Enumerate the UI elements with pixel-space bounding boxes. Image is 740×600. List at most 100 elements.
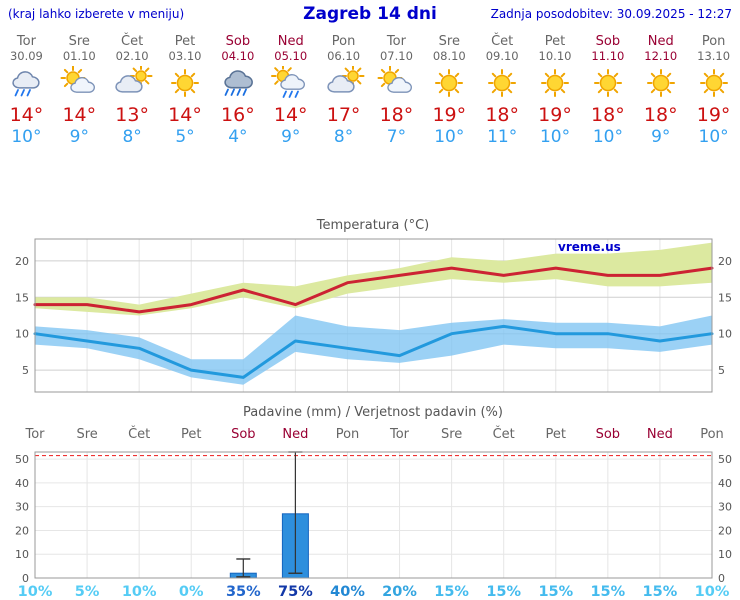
max-temperature: 18°	[591, 104, 625, 126]
day-column-9[interactable]: Sre 08.10 19° 10°	[423, 28, 476, 168]
svg-text:Tor: Tor	[389, 427, 410, 442]
min-temperature: 10°	[592, 127, 623, 147]
svg-text:Čet: Čet	[128, 426, 150, 442]
day-date: 01.10	[62, 49, 96, 63]
svg-text:5: 5	[718, 364, 725, 377]
day-column-7[interactable]: Pon 06.10 17° 8°	[317, 28, 370, 168]
menu-hint: (kraj lahko izberete v meniju)	[8, 7, 185, 21]
day-date: 06.10	[327, 49, 361, 63]
max-temperature: 14°	[62, 104, 97, 126]
day-name: Sob	[225, 34, 251, 49]
svg-text:15%: 15%	[643, 584, 678, 600]
max-temperature: 14°	[168, 104, 202, 126]
temperature-plot-area: 5 5 10 10 15 15 20 20	[15, 238, 732, 393]
sun-icon	[529, 66, 582, 102]
svg-text:15%: 15%	[538, 584, 573, 600]
svg-text:40%: 40%	[330, 584, 365, 600]
svg-text:Sob: Sob	[596, 427, 620, 442]
svg-text:10%: 10%	[695, 584, 730, 600]
day-column-12[interactable]: Sob 11.10 18° 10°	[581, 28, 634, 168]
rain-cloud-icon	[0, 66, 53, 102]
day-name: Pon	[701, 34, 726, 49]
day-date: 07.10	[379, 49, 413, 63]
day-column-14[interactable]: Pon 13.10 19° 10°	[687, 28, 740, 168]
svg-text:10: 10	[718, 328, 732, 341]
svg-text:20: 20	[718, 255, 732, 268]
max-temperature: 19°	[696, 104, 731, 126]
max-temperature: 19°	[432, 104, 467, 126]
svg-text:Pon: Pon	[700, 427, 724, 442]
min-temperature: 10°	[698, 127, 729, 147]
svg-text:50: 50	[718, 453, 732, 466]
day-column-6[interactable]: Ned 05.10 14° 9°	[264, 28, 317, 168]
svg-text:10: 10	[15, 548, 29, 561]
day-date: 09.10	[485, 49, 519, 63]
svg-text:Tor: Tor	[24, 427, 45, 442]
day-name: Sob	[595, 34, 621, 49]
svg-text:Ned: Ned	[647, 427, 673, 442]
sun-icon	[687, 66, 740, 102]
max-temperature: 18°	[485, 104, 519, 126]
day-column-4[interactable]: Pet 03.10 14° 5°	[159, 28, 212, 168]
last-updated: Zadnja posodobitev: 30.09.2025 - 12:27	[490, 7, 732, 21]
svg-text:0%: 0%	[179, 584, 204, 600]
day-date: 03.10	[168, 49, 202, 63]
day-column-8[interactable]: Tor 07.10 18° 7°	[370, 28, 423, 168]
day-column-2[interactable]: Sre 01.10 14° 9°	[53, 28, 106, 168]
sun-cloud-icon	[370, 66, 423, 102]
cloud-sun-icon	[317, 66, 370, 102]
svg-text:Pon: Pon	[336, 427, 360, 442]
svg-text:35%: 35%	[226, 584, 261, 600]
day-column-5[interactable]: Sob 04.10 16° 4°	[211, 28, 264, 168]
svg-text:20%: 20%	[382, 584, 417, 600]
svg-text:10: 10	[15, 328, 29, 341]
min-temperature: 7°	[386, 127, 407, 147]
day-date: 10.10	[538, 49, 572, 63]
svg-text:0: 0	[718, 572, 725, 585]
svg-text:15%: 15%	[486, 584, 521, 600]
min-temperature: 10°	[11, 127, 42, 147]
watermark-link[interactable]: vreme.us	[558, 240, 621, 254]
min-temperature: 8°	[122, 127, 142, 147]
svg-text:5: 5	[22, 364, 29, 377]
day-name: Sre	[438, 34, 460, 49]
heavy-rain-icon	[211, 66, 264, 102]
sun-rain-icon	[264, 66, 317, 102]
day-date: 05.10	[274, 49, 308, 63]
svg-text:Pet: Pet	[181, 427, 201, 442]
svg-text:5%: 5%	[75, 584, 100, 600]
sun-icon	[159, 66, 212, 102]
svg-text:Pet: Pet	[546, 427, 566, 442]
day-column-1[interactable]: Tor 30.09 14° 10°	[0, 28, 53, 168]
max-temperature: 16°	[221, 104, 255, 126]
day-name: Ned	[647, 34, 674, 49]
svg-text:15: 15	[15, 291, 29, 304]
day-date: 11.10	[591, 49, 625, 63]
day-column-3[interactable]: Čet 02.10 13° 8°	[106, 28, 159, 168]
svg-text:10%: 10%	[18, 584, 53, 600]
min-temperature: 10°	[539, 127, 571, 147]
day-date: 04.10	[221, 49, 255, 63]
day-column-10[interactable]: Čet 09.10 18° 11°	[476, 28, 529, 168]
page-title: Zagreb 14 dni	[303, 4, 437, 24]
sun-icon	[423, 66, 476, 102]
sun-icon	[581, 66, 634, 102]
day-date: 13.10	[697, 49, 731, 63]
day-date: 08.10	[432, 49, 466, 63]
day-date: 02.10	[115, 49, 149, 63]
svg-text:15: 15	[718, 291, 732, 304]
max-temperature: 13°	[115, 104, 149, 126]
svg-text:20: 20	[15, 525, 29, 538]
day-column-13[interactable]: Ned 12.10 18° 9°	[634, 28, 687, 168]
svg-text:15%: 15%	[590, 584, 625, 600]
svg-text:30: 30	[718, 501, 732, 514]
day-name: Pet	[174, 34, 196, 49]
sun-icon	[476, 66, 529, 102]
svg-text:Sre: Sre	[76, 427, 97, 442]
sun-cloud-icon	[53, 66, 106, 102]
day-column-11[interactable]: Pet 10.10 19° 10°	[529, 28, 582, 168]
day-name: Čet	[491, 34, 514, 49]
cloud-sun-icon	[106, 66, 159, 102]
precipitation-chart-title: Padavine (mm) / Verjetnost padavin (%)	[243, 405, 503, 420]
